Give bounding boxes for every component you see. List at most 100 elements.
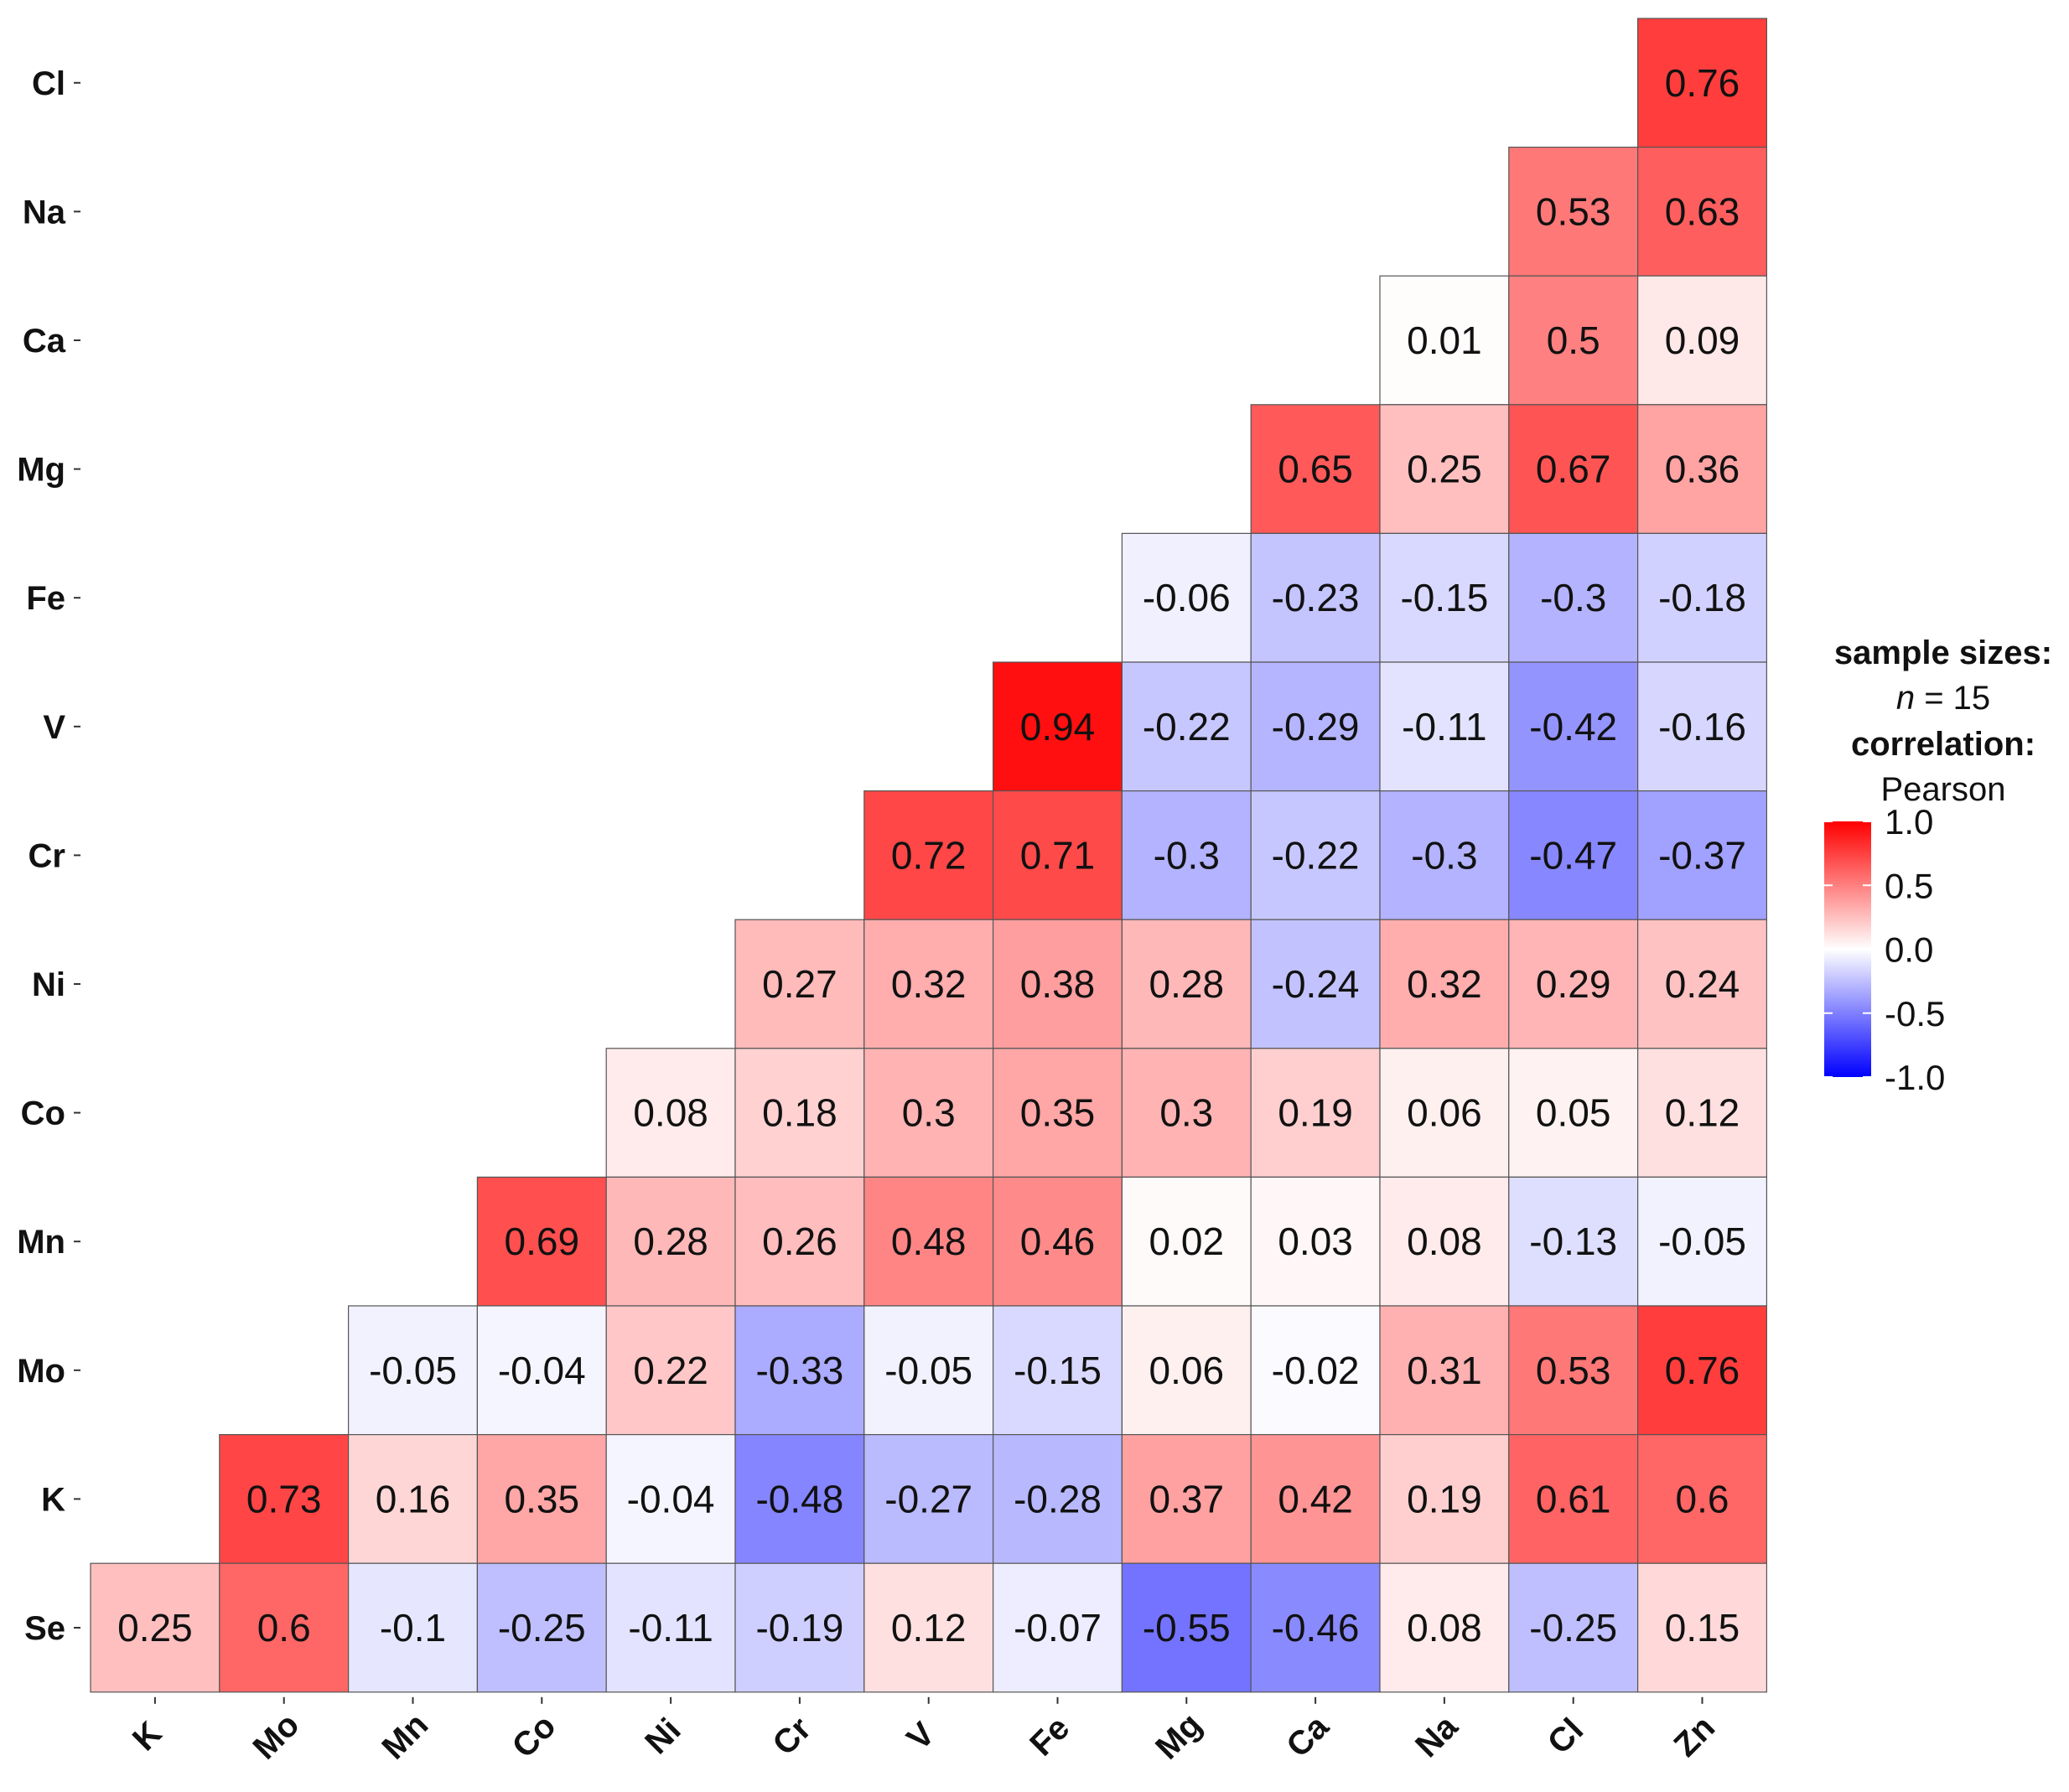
cell-label-k-cl: 0.61 (1536, 1477, 1611, 1520)
cell-label-k-mn: 0.16 (376, 1477, 451, 1520)
cell-label-mn-ca: 0.03 (1278, 1220, 1353, 1263)
y-tick-label-mg: Mg (17, 452, 65, 489)
heatmap-cell-se-co (476, 1562, 607, 1693)
heatmap-cell-mo-na (1379, 1305, 1510, 1436)
heatmap-cell-co-ca (1250, 1048, 1381, 1178)
cell-label-mo-mg: 0.06 (1149, 1349, 1225, 1392)
heatmap-cell-mn-fe (992, 1176, 1123, 1307)
heatmap-cell-mo-co (476, 1305, 607, 1436)
y-tick-label-co: Co (21, 1095, 65, 1132)
cell-label-mg-cl: 0.67 (1536, 448, 1611, 491)
cell-label-co-cl: 0.05 (1536, 1091, 1611, 1135)
heatmap-cell-cr-v (863, 790, 994, 920)
y-tick-label-na: Na (23, 194, 66, 230)
cell-label-mo-mn: -0.05 (369, 1349, 457, 1392)
legend-ticks: 1.0 0.5 0.0 -0.5 -1.0 (1824, 802, 1945, 1097)
cell-label-co-ca: 0.19 (1278, 1091, 1353, 1135)
heatmap-cell-co-zn (1636, 1048, 1767, 1178)
legend-sample-size: n = 15 (1896, 680, 1990, 717)
heatmap-cell-cr-fe (992, 790, 1123, 920)
heatmap-cell-k-ca (1250, 1433, 1381, 1564)
cell-label-mn-na: 0.08 (1407, 1220, 1482, 1263)
cell-label-fe-mg: -0.06 (1143, 576, 1231, 619)
cell-label-se-cr: -0.19 (755, 1606, 843, 1650)
heatmap-cell-v-cl (1508, 661, 1639, 792)
heatmap-cell-mn-zn (1636, 1176, 1767, 1307)
cell-label-v-na: -0.11 (1402, 705, 1486, 748)
legend-tick-label: 0.0 (1885, 930, 1933, 970)
heatmap-cell-mg-na (1379, 404, 1510, 534)
heatmap-cell-v-mg (1121, 661, 1252, 792)
heatmap-cell-k-na (1379, 1433, 1510, 1564)
y-tick-label-cl: Cl (32, 65, 65, 102)
x-axis: K Mo Mn Co Ni Cr V Fe Mg Ca Na Cl Zn (126, 1696, 1722, 1767)
heatmap-cell-mn-cl (1508, 1176, 1639, 1307)
heatmap-cell-fe-zn (1636, 532, 1767, 663)
cell-label-co-na: 0.06 (1407, 1091, 1482, 1135)
cell-label-k-v: -0.27 (884, 1477, 972, 1520)
cell-label-cr-v: 0.72 (891, 833, 967, 877)
heatmap-cell-mn-cr (734, 1176, 865, 1307)
cell-label-cr-na: -0.3 (1411, 833, 1477, 877)
heatmap-cell-ni-zn (1636, 919, 1767, 1049)
cell-label-cr-fe: 0.71 (1020, 833, 1096, 877)
cell-label-co-mg: 0.3 (1159, 1091, 1213, 1135)
cell-label-k-mo: 0.73 (246, 1477, 322, 1520)
cell-label-se-na: 0.08 (1407, 1606, 1482, 1650)
cell-label-mo-cl: 0.53 (1536, 1349, 1611, 1392)
cell-label-k-ni: -0.04 (627, 1477, 715, 1520)
cell-label-mo-ni: 0.22 (633, 1349, 708, 1392)
heatmap-cell-ni-fe (992, 919, 1123, 1049)
x-tick-label-mn: Mn (375, 1707, 435, 1767)
heatmap-cell-k-cr (734, 1433, 865, 1564)
cell-label-se-k: 0.25 (117, 1606, 193, 1650)
heatmap-cell-fe-cl (1508, 532, 1639, 663)
cell-label-mo-zn: 0.76 (1665, 1349, 1740, 1392)
x-tick-label-v: V (900, 1715, 942, 1757)
heatmap-cell-k-mg (1121, 1433, 1252, 1564)
cell-label-se-cl: -0.25 (1529, 1606, 1617, 1650)
cell-label-mo-ca: -0.02 (1272, 1349, 1360, 1392)
heatmap-cell-co-v (863, 1048, 994, 1178)
heatmap-cell-mo-zn (1636, 1305, 1767, 1436)
cell-label-mn-mg: 0.02 (1149, 1220, 1225, 1263)
legend-method: Pearson (1881, 771, 2006, 808)
x-tick-label-mg: Mg (1149, 1707, 1209, 1767)
heatmap-cell-mn-v (863, 1176, 994, 1307)
heatmap-cell-se-zn (1636, 1562, 1767, 1693)
cell-label-ca-cl: 0.5 (1547, 319, 1600, 362)
cell-label-v-mg: -0.22 (1143, 705, 1231, 748)
heatmap-cell-ca-cl (1508, 275, 1639, 406)
heatmap-cell-na-cl (1508, 147, 1639, 277)
heatmap-cell-co-na (1379, 1048, 1510, 1178)
cell-label-na-cl: 0.53 (1536, 189, 1611, 233)
x-tick-label-na: Na (1408, 1707, 1465, 1764)
cell-label-se-fe: -0.07 (1014, 1606, 1102, 1650)
cell-label-k-ca: 0.42 (1278, 1477, 1353, 1520)
cell-label-cr-mg: -0.3 (1154, 833, 1220, 877)
cell-label-mo-v: -0.05 (884, 1349, 972, 1392)
heatmap-cell-se-mn (348, 1562, 479, 1693)
cell-label-v-ca: -0.29 (1272, 705, 1360, 748)
cell-label-se-co: -0.25 (498, 1606, 586, 1650)
heatmap-cell-mo-fe (992, 1305, 1123, 1436)
heatmap-cell-cr-ca (1250, 790, 1381, 920)
cell-label-k-co: 0.35 (505, 1477, 580, 1520)
cell-label-mo-na: 0.31 (1407, 1349, 1482, 1392)
cell-label-cl-zn: 0.76 (1665, 61, 1740, 105)
cell-label-mn-zn: -0.05 (1658, 1220, 1746, 1263)
cell-label-se-mn: -0.1 (380, 1606, 446, 1650)
cell-label-mn-fe: 0.46 (1020, 1220, 1096, 1263)
cell-label-ni-v: 0.32 (891, 962, 967, 1006)
cell-label-mg-zn: 0.36 (1665, 448, 1740, 491)
cell-label-cr-cl: -0.47 (1529, 833, 1617, 877)
heatmap-cell-mo-cr (734, 1305, 865, 1436)
cell-label-v-cl: -0.42 (1529, 705, 1617, 748)
x-tick-label-mo: Mo (246, 1707, 307, 1767)
cell-label-k-mg: 0.37 (1149, 1477, 1225, 1520)
heatmap-cell-ca-na (1379, 275, 1510, 406)
heatmap-cell-se-na (1379, 1562, 1510, 1693)
cell-label-mn-co: 0.69 (505, 1220, 580, 1263)
heatmap-cell-cr-cl (1508, 790, 1639, 920)
